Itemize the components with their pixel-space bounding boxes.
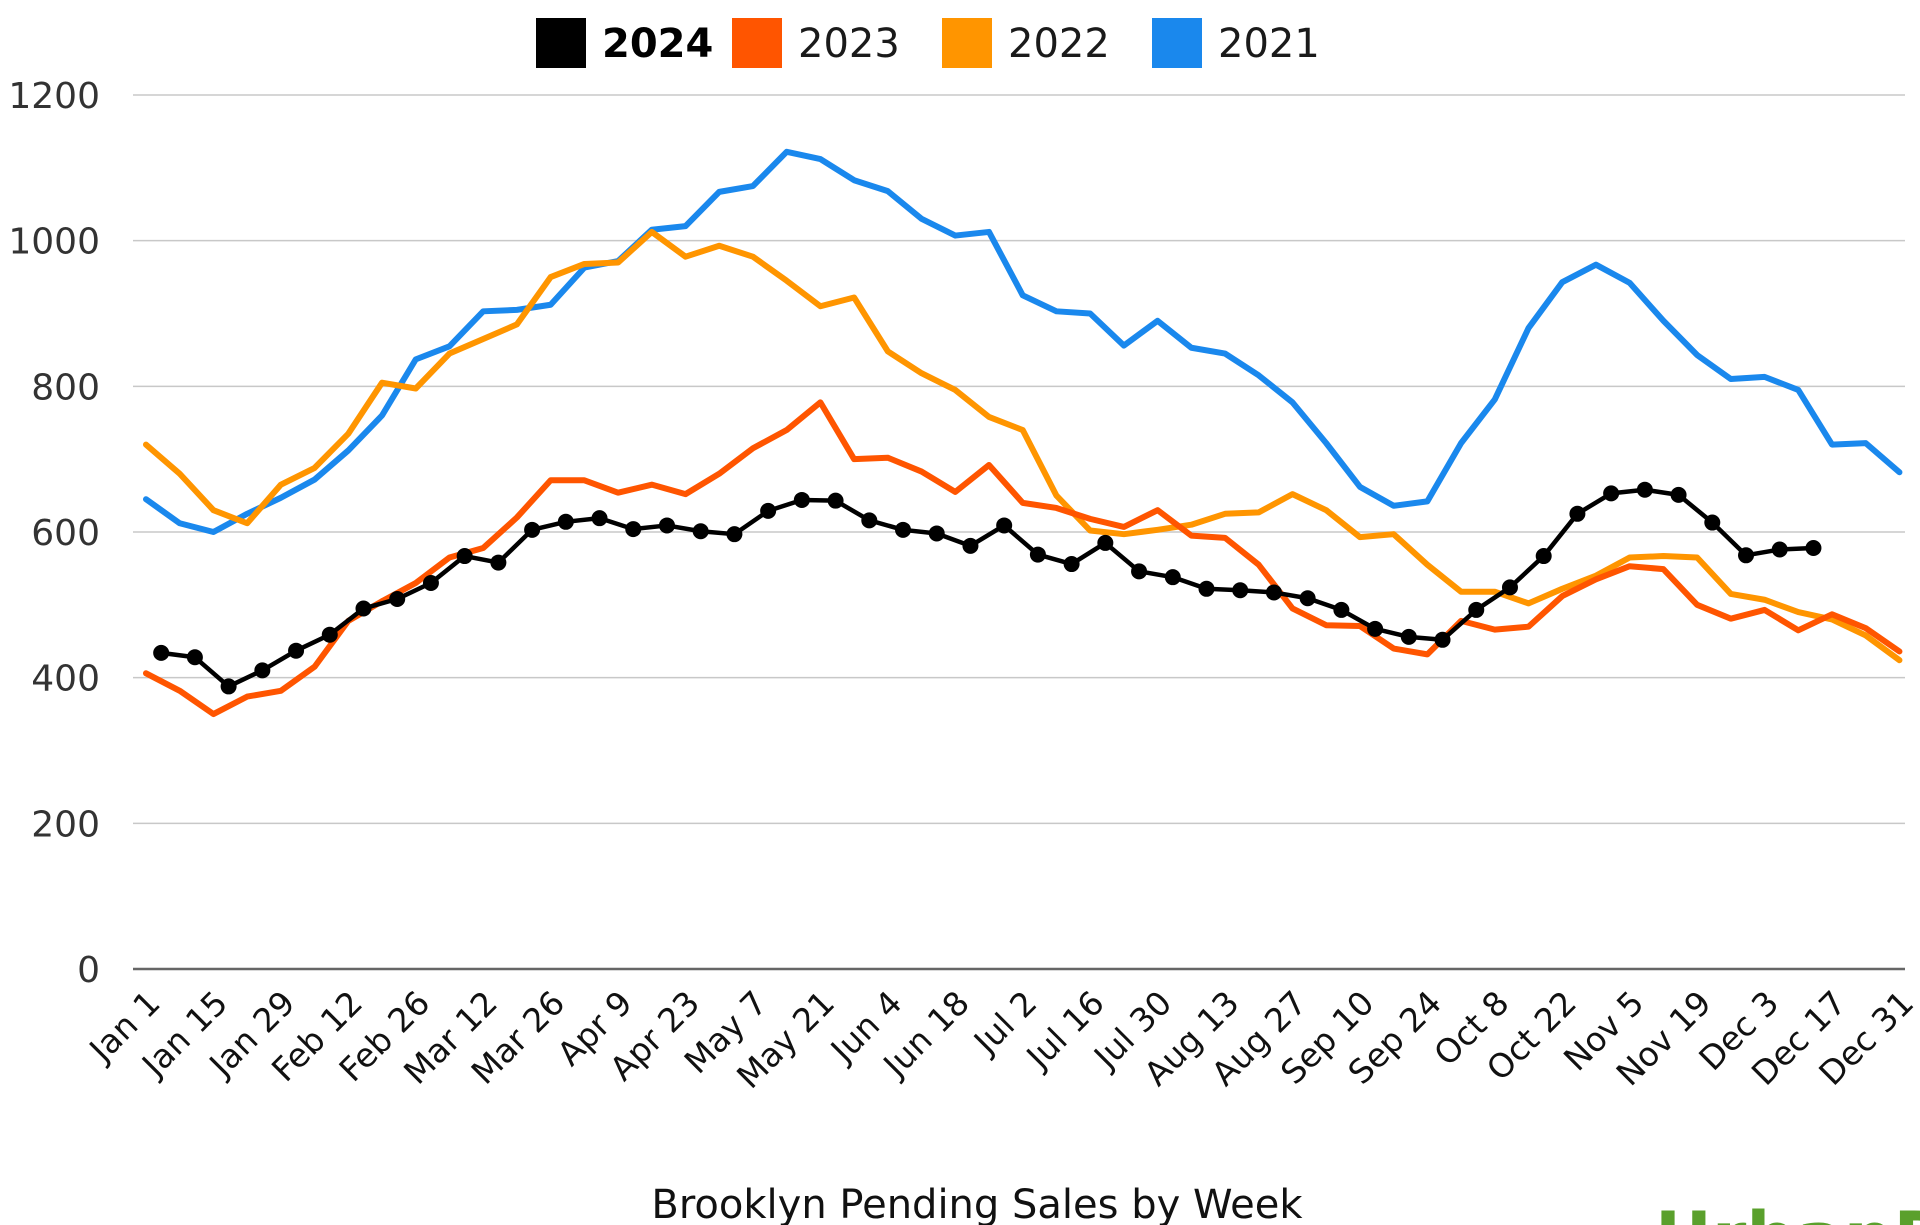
data-point	[389, 591, 406, 608]
data-point	[1164, 569, 1181, 586]
legend-label-2024: 2024	[602, 21, 713, 67]
legend-swatch-2024	[536, 18, 586, 68]
data-point	[220, 678, 237, 695]
data-point	[1636, 481, 1653, 498]
data-point	[1063, 556, 1080, 573]
series-2023	[143, 399, 1903, 718]
data-point	[1232, 582, 1249, 599]
series-lines	[143, 148, 1903, 718]
data-point	[928, 525, 945, 542]
data-point	[962, 537, 979, 554]
chart-title: Brooklyn Pending Sales by Week	[651, 1182, 1303, 1225]
data-point	[1333, 601, 1350, 618]
data-point	[186, 649, 203, 666]
data-point	[658, 517, 675, 534]
data-point	[760, 502, 777, 519]
data-point	[1097, 534, 1114, 551]
legend: 2024 2023 2022 2021	[536, 18, 1320, 68]
line-2022	[143, 228, 1903, 664]
legend-label-2023: 2023	[798, 21, 900, 67]
data-point	[557, 513, 574, 530]
gridlines	[133, 94, 1905, 971]
data-point	[1738, 547, 1755, 564]
series-2022	[143, 228, 1903, 664]
legend-label-2021: 2021	[1218, 21, 1320, 67]
data-point	[254, 662, 271, 679]
data-point	[1603, 485, 1620, 502]
y-tick-label: 1200	[8, 76, 100, 117]
series-2021	[143, 148, 1903, 535]
data-point	[1670, 486, 1687, 503]
y-tick-label: 400	[31, 659, 100, 700]
series-2024	[153, 481, 1822, 695]
data-point	[422, 574, 439, 591]
y-tick-label: 200	[31, 804, 100, 845]
line-2023	[143, 399, 1903, 718]
data-point	[1400, 628, 1417, 645]
data-point	[1029, 546, 1046, 563]
line-2021	[143, 148, 1903, 535]
logo: UrbanDigs	[1655, 1197, 1920, 1225]
legend-swatch-2022	[942, 18, 992, 68]
data-point	[1367, 620, 1384, 637]
legend-swatch-2021	[1152, 18, 1202, 68]
data-point	[524, 521, 541, 538]
data-point	[996, 517, 1013, 534]
y-tick-label: 800	[31, 367, 100, 408]
y-tick-label: 0	[77, 950, 100, 991]
data-point	[1131, 563, 1148, 580]
data-point	[355, 600, 372, 617]
data-point	[861, 512, 878, 529]
data-point	[793, 491, 810, 508]
data-point	[895, 521, 912, 538]
data-point	[1704, 514, 1721, 531]
x-tick-label: Jul 16	[1018, 983, 1112, 1077]
data-point	[1501, 579, 1518, 596]
data-point	[490, 554, 507, 571]
data-point	[1299, 590, 1316, 607]
data-point	[1771, 541, 1788, 558]
y-axis-ticks: 0 200 400 600 800 1000 1200	[8, 76, 100, 991]
y-tick-label: 600	[31, 513, 100, 554]
data-point	[726, 526, 743, 543]
data-point	[153, 644, 170, 661]
data-point	[1434, 631, 1451, 648]
legend-swatch-2023	[732, 18, 782, 68]
data-point	[1198, 580, 1215, 597]
data-point	[1569, 505, 1586, 522]
data-point	[456, 548, 473, 565]
data-point	[321, 626, 338, 643]
data-point	[1805, 540, 1822, 557]
y-tick-label: 1000	[8, 222, 100, 263]
data-point	[827, 492, 844, 509]
data-point	[625, 521, 642, 538]
data-point	[1468, 601, 1485, 618]
data-point	[1535, 548, 1552, 565]
data-point	[692, 523, 709, 540]
data-point	[1265, 584, 1282, 601]
data-point	[288, 642, 305, 659]
legend-label-2022: 2022	[1008, 21, 1110, 67]
data-point	[591, 510, 608, 527]
